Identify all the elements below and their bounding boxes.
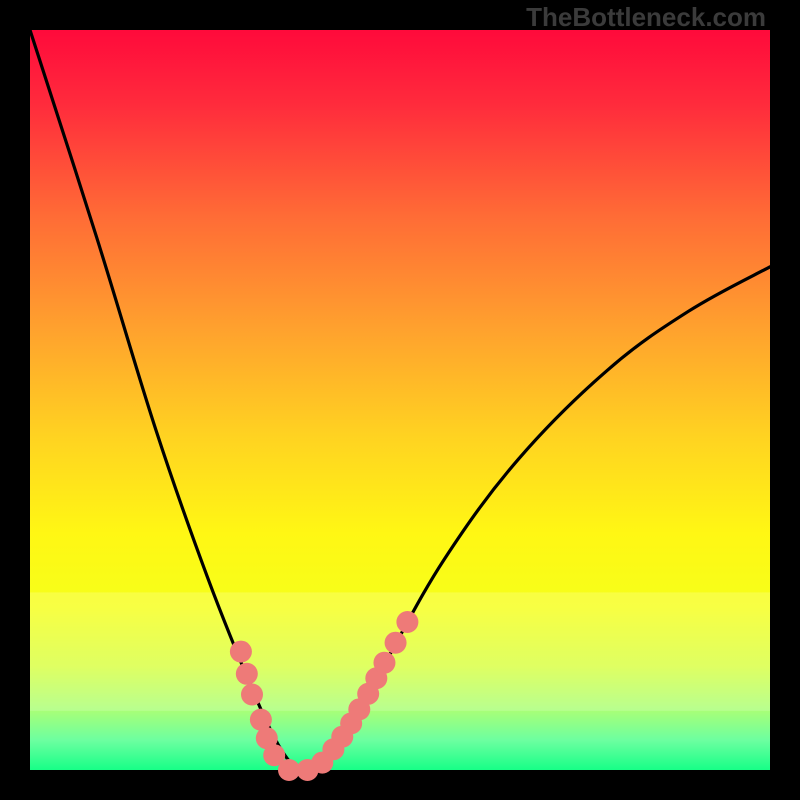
- marker-point: [241, 684, 263, 706]
- chart-frame: TheBottleneck.com: [0, 0, 800, 800]
- marker-point: [396, 611, 418, 633]
- chart-canvas: [0, 0, 800, 800]
- marker-point: [230, 641, 252, 663]
- marker-point: [373, 652, 395, 674]
- watermark-text: TheBottleneck.com: [526, 2, 766, 33]
- frame-border-left: [0, 0, 30, 800]
- marker-point: [385, 632, 407, 654]
- marker-point: [236, 663, 258, 685]
- frame-border-right: [770, 0, 800, 800]
- frame-border-bottom: [0, 770, 800, 800]
